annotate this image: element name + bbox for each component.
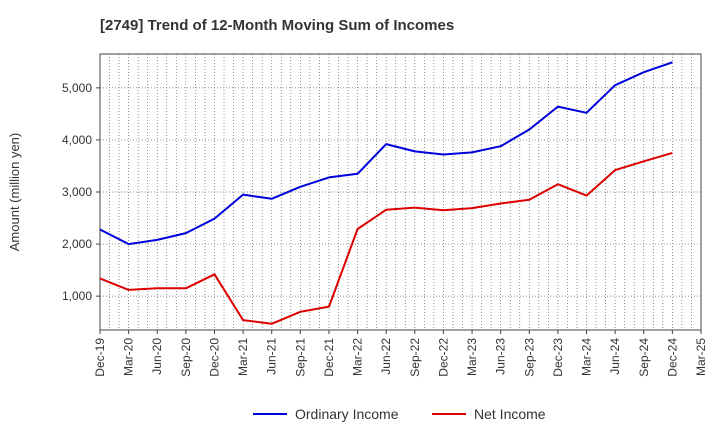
x-tick-label: Jun-24 bbox=[608, 338, 622, 375]
y-axis-label: Amount (million yen) bbox=[7, 133, 22, 252]
x-tick-label: Mar-25 bbox=[694, 338, 708, 376]
series-group bbox=[99, 61, 673, 325]
y-tick-label: 2,000 bbox=[62, 237, 92, 251]
x-tick-label: Sep-21 bbox=[293, 338, 307, 377]
legend-label-net-income: Net Income bbox=[474, 406, 546, 422]
x-tick-label: Sep-23 bbox=[522, 338, 536, 377]
x-axis: Dec-19 Mar-20 Jun-20 Sep-20 Dec-20 Mar-21 Jun-… bbox=[93, 330, 708, 377]
chart-title: [2749] Trend of 12-Month Moving Sum of I… bbox=[100, 17, 454, 34]
x-tick-label: Jun-23 bbox=[494, 338, 508, 375]
y-tick-label: 3,000 bbox=[62, 185, 92, 199]
x-tick-label: Sep-20 bbox=[179, 338, 193, 377]
x-tick-label: Dec-22 bbox=[436, 338, 450, 377]
x-tick-label: Mar-24 bbox=[580, 338, 594, 376]
y-tick-label: 5,000 bbox=[62, 81, 92, 95]
legend: Ordinary Income Net Income bbox=[253, 406, 546, 422]
x-tick-label: Sep-22 bbox=[408, 338, 422, 377]
series-line-net-income bbox=[99, 151, 673, 325]
x-tick-label: Dec-20 bbox=[207, 338, 221, 377]
x-tick-label: Dec-19 bbox=[93, 338, 107, 377]
x-tick-label: Jun-22 bbox=[379, 338, 393, 375]
x-tick-label: Dec-21 bbox=[322, 338, 336, 377]
x-tick-label: Mar-21 bbox=[236, 338, 250, 376]
x-tick-label: Dec-24 bbox=[665, 338, 679, 377]
x-tick-label: Jun-21 bbox=[265, 338, 279, 375]
x-tick-label: Mar-23 bbox=[465, 338, 479, 376]
x-tick-label: Sep-24 bbox=[637, 338, 651, 377]
grid bbox=[100, 54, 701, 330]
x-tick-label: Mar-20 bbox=[122, 338, 136, 376]
legend-label-ordinary-income: Ordinary Income bbox=[295, 406, 399, 422]
x-tick-label: Dec-23 bbox=[551, 338, 565, 377]
x-tick-label: Jun-20 bbox=[150, 338, 164, 375]
y-axis: 1,000 2,000 3,000 4,000 5,000 bbox=[62, 81, 100, 303]
y-tick-label: 4,000 bbox=[62, 133, 92, 147]
y-tick-label: 1,000 bbox=[62, 289, 92, 303]
x-tick-label: Mar-22 bbox=[351, 338, 365, 376]
series-line-ordinary-income bbox=[99, 61, 673, 246]
